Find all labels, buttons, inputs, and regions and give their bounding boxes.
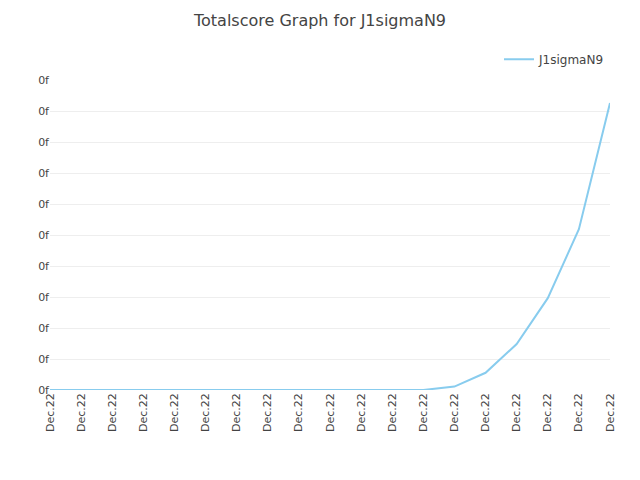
svg-text:Dec.22: Dec.22 xyxy=(386,393,399,432)
svg-text:Dec.22: Dec.22 xyxy=(168,393,181,432)
svg-text:Dec.22: Dec.22 xyxy=(541,393,554,432)
svg-text:Totalscore Graph for J1sigmaN9: Totalscore Graph for J1sigmaN9 xyxy=(193,11,446,30)
svg-text:Dec.22: Dec.22 xyxy=(106,393,119,432)
svg-text:0f: 0f xyxy=(38,167,50,180)
svg-text:Dec.22: Dec.22 xyxy=(44,393,57,432)
svg-text:0f: 0f xyxy=(38,105,50,118)
svg-text:Dec.22: Dec.22 xyxy=(137,393,150,432)
svg-text:0f: 0f xyxy=(38,260,50,273)
svg-text:Dec.22: Dec.22 xyxy=(604,393,617,432)
svg-text:Dec.22: Dec.22 xyxy=(292,393,305,432)
svg-text:0f: 0f xyxy=(38,384,50,397)
svg-text:0f: 0f xyxy=(38,322,50,335)
svg-text:Dec.22: Dec.22 xyxy=(510,393,523,432)
svg-text:Dec.22: Dec.22 xyxy=(261,393,274,432)
svg-text:Dec.22: Dec.22 xyxy=(230,393,243,432)
svg-text:Dec.22: Dec.22 xyxy=(417,393,430,432)
svg-text:Dec.22: Dec.22 xyxy=(199,393,212,432)
svg-text:0f: 0f xyxy=(38,136,50,149)
svg-text:0f: 0f xyxy=(38,198,50,211)
svg-text:Dec.22: Dec.22 xyxy=(572,393,585,432)
svg-text:0f: 0f xyxy=(38,291,50,304)
svg-text:Dec.22: Dec.22 xyxy=(355,393,368,432)
svg-text:Dec.22: Dec.22 xyxy=(448,393,461,432)
svg-text:Dec.22: Dec.22 xyxy=(479,393,492,432)
svg-text:Dec.22: Dec.22 xyxy=(324,393,337,432)
svg-text:0f: 0f xyxy=(38,229,50,242)
svg-text:J1sigmaN9: J1sigmaN9 xyxy=(538,53,603,67)
svg-text:Dec.22: Dec.22 xyxy=(75,393,88,432)
svg-text:0f: 0f xyxy=(38,353,50,366)
svg-text:0f: 0f xyxy=(38,74,50,87)
